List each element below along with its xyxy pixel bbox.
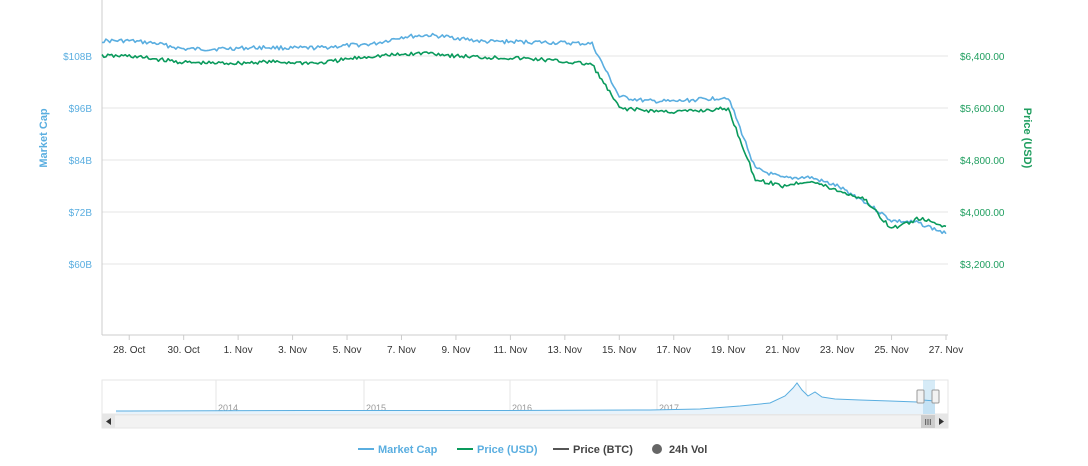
x-axis: 28. Oct 30. Oct 1. Nov 3. Nov 5. Nov 7. Nov 9.…: [113, 335, 963, 356]
scrollbar[interactable]: III: [101, 414, 949, 429]
y-right-tick-label: $4,800.00: [960, 156, 1005, 167]
y-left-tick-label: $108B: [63, 52, 92, 63]
navigator[interactable]: 20142015201620172018: [101, 379, 949, 415]
legend-market-cap-label: Market Cap: [378, 444, 438, 456]
legend-price-btc-label: Price (BTC): [573, 444, 633, 456]
scroll-right-arrow-icon: [939, 418, 944, 425]
x-tick-label: 30. Oct: [168, 345, 200, 356]
scrollbar-track[interactable]: [101, 414, 949, 429]
y-axis-right: $3,200.00 $4,000.00 $4,800.00 $5,600.00 $6,4…: [960, 52, 1005, 271]
y-left-tick-label: $72B: [69, 208, 93, 219]
x-tick-label: 11. Nov: [494, 345, 528, 356]
series-market-cap-line[interactable]: [101, 32, 947, 235]
y-axis-right-title: Price (USD): [1021, 108, 1033, 169]
y-right-tick-label: $6,400.00: [960, 52, 1005, 63]
x-tick-label: 25. Nov: [874, 345, 908, 356]
scroll-left-arrow-icon: [106, 418, 111, 425]
x-tick-label: 28. Oct: [113, 345, 145, 356]
navigator-selection[interactable]: [923, 380, 935, 414]
y-left-tick-label: $60B: [69, 260, 93, 271]
y-left-tick-label: $96B: [69, 104, 93, 115]
x-tick-label: 5. Nov: [333, 345, 362, 356]
y-right-tick-label: $3,200.00: [960, 260, 1005, 271]
x-tick-label: 19. Nov: [711, 345, 745, 356]
series-group: [101, 32, 947, 235]
legend-item-market-cap[interactable]: Market Cap: [358, 444, 438, 456]
grid-lines: [102, 55, 948, 265]
scrollbar-thumb[interactable]: [921, 415, 935, 428]
navigator-line: [115, 382, 936, 412]
navigator-right-handle[interactable]: [931, 389, 940, 404]
legend-24h-vol-dot-icon: [652, 444, 662, 454]
x-tick-label: 15. Nov: [602, 345, 636, 356]
x-tick-label: 9. Nov: [441, 345, 470, 356]
x-tick-label: 13. Nov: [548, 345, 582, 356]
x-tick-label: 27. Nov: [929, 345, 963, 356]
legend-24h-vol-label: 24h Vol: [669, 444, 707, 456]
navigator-left-handle[interactable]: [916, 389, 925, 404]
y-left-tick-label: $84B: [69, 156, 93, 167]
x-tick-label: 23. Nov: [820, 345, 854, 356]
legend-price-usd-label: Price (USD): [477, 444, 538, 456]
legend: Market Cap Price (USD) Price (BTC) 24h V…: [358, 444, 707, 456]
scrollbar-grip-icon: III: [925, 418, 932, 427]
x-tick-label: 17. Nov: [657, 345, 691, 356]
series-price-usd-line[interactable]: [101, 51, 947, 229]
y-right-tick-label: $5,600.00: [960, 104, 1005, 115]
legend-item-price-btc[interactable]: Price (BTC): [553, 444, 633, 456]
y-axis-left-title: Market Cap: [38, 108, 50, 168]
navigator-year-label: 2014: [218, 403, 238, 413]
legend-item-24h-vol[interactable]: 24h Vol: [652, 444, 707, 456]
legend-item-price-usd[interactable]: Price (USD): [457, 444, 538, 456]
navigator-year-label: 2015: [366, 403, 386, 413]
x-tick-label: 7. Nov: [387, 345, 416, 356]
x-tick-label: 3. Nov: [278, 345, 307, 356]
x-tick-label: 21. Nov: [765, 345, 799, 356]
x-tick-label: 1. Nov: [224, 345, 253, 356]
y-right-tick-label: $4,000.00: [960, 208, 1005, 219]
y-axis-left: $60B $72B $84B $96B $108B: [63, 52, 92, 271]
navigator-year-label: 2017: [659, 403, 679, 413]
navigator-year-label: 2016: [512, 403, 532, 413]
